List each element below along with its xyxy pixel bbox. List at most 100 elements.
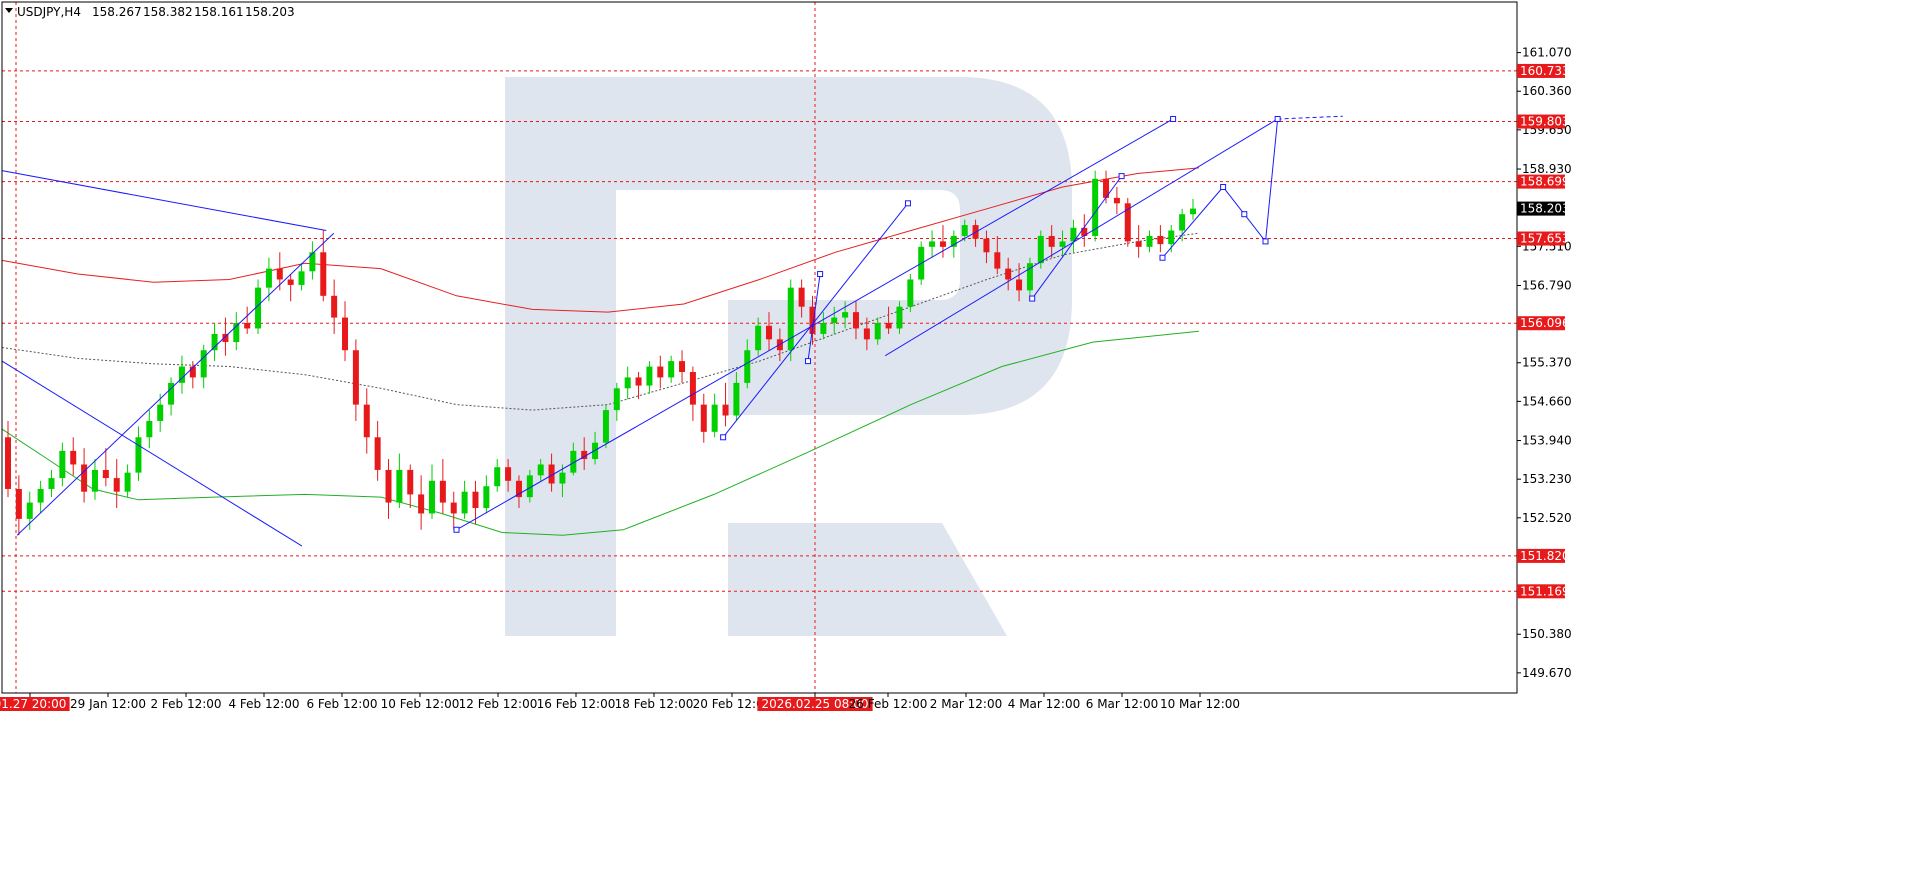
anchor-marker — [804, 358, 811, 365]
candle-bear — [635, 377, 642, 386]
candle-bear — [472, 491, 479, 509]
candle-bull — [624, 377, 631, 389]
candle-bear — [1157, 235, 1164, 245]
candle-bull — [787, 287, 794, 351]
candle-bull — [494, 467, 501, 487]
price-tick-label: 156.790 — [1522, 278, 1572, 292]
anchor-marker — [817, 271, 824, 278]
candle-bull — [874, 323, 881, 340]
level-price-label: 151.820 — [1520, 549, 1570, 563]
watermark-r-bowl — [505, 77, 1072, 636]
candle-bull — [233, 323, 240, 343]
candle-bull — [124, 472, 131, 492]
candle-bear — [798, 287, 805, 307]
current-price-label: 158.203 — [1520, 202, 1570, 216]
price-tick-label: 150.380 — [1522, 627, 1572, 641]
candle-bear — [983, 238, 990, 253]
trendline — [884, 118, 1278, 357]
candle-bear — [331, 295, 338, 318]
time-tick-label: 16 Feb 12:00 — [537, 697, 616, 711]
candle-bear — [189, 366, 196, 378]
candle-bear — [113, 478, 120, 492]
forecast-segment — [1222, 186, 1245, 215]
level-price-label: 158.699 — [1520, 175, 1570, 189]
candle-bull — [602, 410, 609, 443]
candle-bull — [1168, 230, 1175, 245]
candle-bear — [700, 404, 707, 432]
trendline — [1, 170, 327, 232]
level-price-tag — [1517, 114, 1565, 129]
candle-bear — [657, 366, 664, 378]
time-tick-label: 10 Mar 12:00 — [1160, 697, 1240, 711]
candle-bear — [885, 323, 892, 329]
candle-bear — [5, 437, 11, 489]
candle-bull — [59, 450, 66, 479]
candle-bull — [744, 350, 751, 383]
anchor-marker — [1170, 115, 1177, 122]
candle-bull — [298, 271, 305, 285]
candle-bear — [994, 252, 1001, 269]
time-tick-label: 2 Feb 12:00 — [150, 697, 221, 711]
price-tick-label: 158.930 — [1522, 162, 1572, 176]
trendline — [722, 203, 909, 438]
candle-bull — [1092, 178, 1099, 236]
time-tick-label: 01.27 20:00 — [0, 697, 66, 711]
candle-bear — [320, 252, 327, 296]
anchor-marker — [904, 200, 911, 207]
candle-bear — [766, 325, 773, 340]
candle-bull — [961, 225, 968, 236]
candle-bull — [157, 404, 164, 421]
candle-bear — [1135, 241, 1142, 247]
time-tick-label: 6 Feb 12:00 — [306, 697, 377, 711]
high-value: 158.382 — [143, 5, 193, 19]
price-tick-label: 154.660 — [1522, 394, 1572, 408]
candle-bear — [222, 333, 229, 343]
candle-bull — [200, 350, 207, 378]
vertical-markers — [15, 2, 816, 693]
candle-bear — [1103, 178, 1110, 198]
candle-bear — [1048, 235, 1055, 247]
candle-bear — [352, 350, 359, 405]
candle-bull — [613, 388, 620, 411]
candle-bull — [537, 464, 544, 476]
anchor-marker — [1029, 295, 1036, 302]
candle-bull — [711, 404, 718, 432]
moving-average-slow — [1, 167, 1199, 313]
candle-bull — [265, 268, 272, 288]
time-highlight-tag — [0, 697, 70, 711]
candle-bear — [1005, 268, 1012, 280]
candle-bear — [439, 480, 446, 503]
candle-bull — [135, 437, 142, 473]
candle-bull — [1179, 214, 1186, 231]
price-tick-label: 152.520 — [1522, 511, 1572, 525]
time-axis[interactable]: 01.27 20:00 29 Jan 12:00 2 Feb 12:00 4 Feb … — [0, 693, 1240, 711]
forecast-segment — [1265, 118, 1279, 242]
open-value: 158.267 — [92, 5, 142, 19]
candle-bull — [26, 502, 33, 519]
level-price-tag — [1517, 63, 1565, 78]
level-price-tag — [1517, 316, 1565, 331]
forecast-segment — [1243, 213, 1266, 242]
candle-bear — [407, 469, 414, 495]
moving-average-fast — [1, 330, 1199, 536]
candle-bull — [211, 333, 218, 351]
level-price-tag — [1517, 584, 1565, 599]
time-tick-label: 6 Mar 12:00 — [1086, 697, 1159, 711]
anchor-marker — [1262, 238, 1269, 245]
candle-bull — [483, 486, 490, 509]
candle-bull — [168, 382, 175, 405]
price-tick-label: 153.940 — [1522, 434, 1572, 448]
anchor-marker — [453, 526, 460, 533]
anchor-marker — [1118, 173, 1125, 180]
price-axis[interactable]: 161.070160.360159.650158.930157.510156.7… — [1517, 46, 1572, 680]
dropdown-arrow-icon[interactable] — [5, 8, 13, 13]
level-price-label: 156.096 — [1520, 316, 1570, 330]
candle-bull — [559, 472, 566, 484]
candle-bear — [548, 464, 555, 484]
candle-bull — [1026, 263, 1033, 291]
candle-bull — [526, 475, 533, 498]
price-tick-label: 153.230 — [1522, 472, 1572, 486]
candle-bear — [939, 241, 946, 247]
